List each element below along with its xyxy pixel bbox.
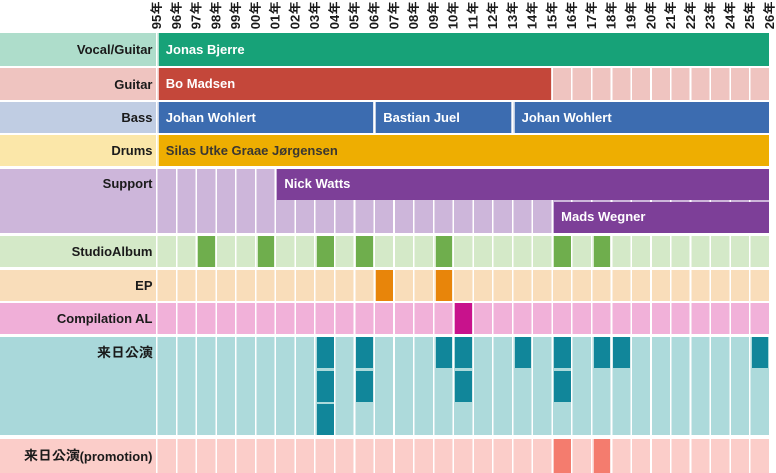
- svg-text:21: 21: [663, 15, 678, 29]
- svg-text:10: 10: [446, 15, 461, 29]
- svg-text:99: 99: [228, 15, 243, 29]
- svg-text:24: 24: [722, 14, 737, 29]
- svg-text:15: 15: [544, 15, 559, 29]
- svg-text:17: 17: [584, 15, 599, 29]
- svg-text:26: 26: [762, 15, 776, 29]
- svg-text:07: 07: [386, 15, 401, 29]
- svg-text:18: 18: [604, 15, 619, 29]
- svg-text:20: 20: [643, 15, 658, 29]
- svg-text:11: 11: [465, 15, 480, 29]
- svg-text:23: 23: [703, 15, 718, 29]
- svg-text:00: 00: [248, 15, 263, 29]
- svg-text:97: 97: [189, 15, 204, 29]
- svg-text:14: 14: [525, 14, 540, 29]
- svg-text:95: 95: [149, 15, 164, 29]
- svg-text:04: 04: [327, 14, 342, 29]
- svg-text:12: 12: [485, 15, 500, 29]
- svg-text:02: 02: [287, 15, 302, 29]
- svg-text:03: 03: [307, 15, 322, 29]
- svg-text:09: 09: [426, 15, 441, 29]
- svg-text:13: 13: [505, 15, 520, 29]
- svg-text:05: 05: [347, 15, 362, 29]
- svg-text:06: 06: [367, 15, 382, 29]
- svg-text:08: 08: [406, 15, 421, 29]
- svg-text:16: 16: [564, 15, 579, 29]
- svg-text:22: 22: [683, 15, 698, 29]
- svg-text:19: 19: [623, 15, 638, 29]
- svg-text:96: 96: [169, 15, 184, 29]
- svg-text:25: 25: [742, 15, 757, 29]
- svg-text:01: 01: [268, 15, 283, 29]
- svg-text:98: 98: [208, 15, 223, 29]
